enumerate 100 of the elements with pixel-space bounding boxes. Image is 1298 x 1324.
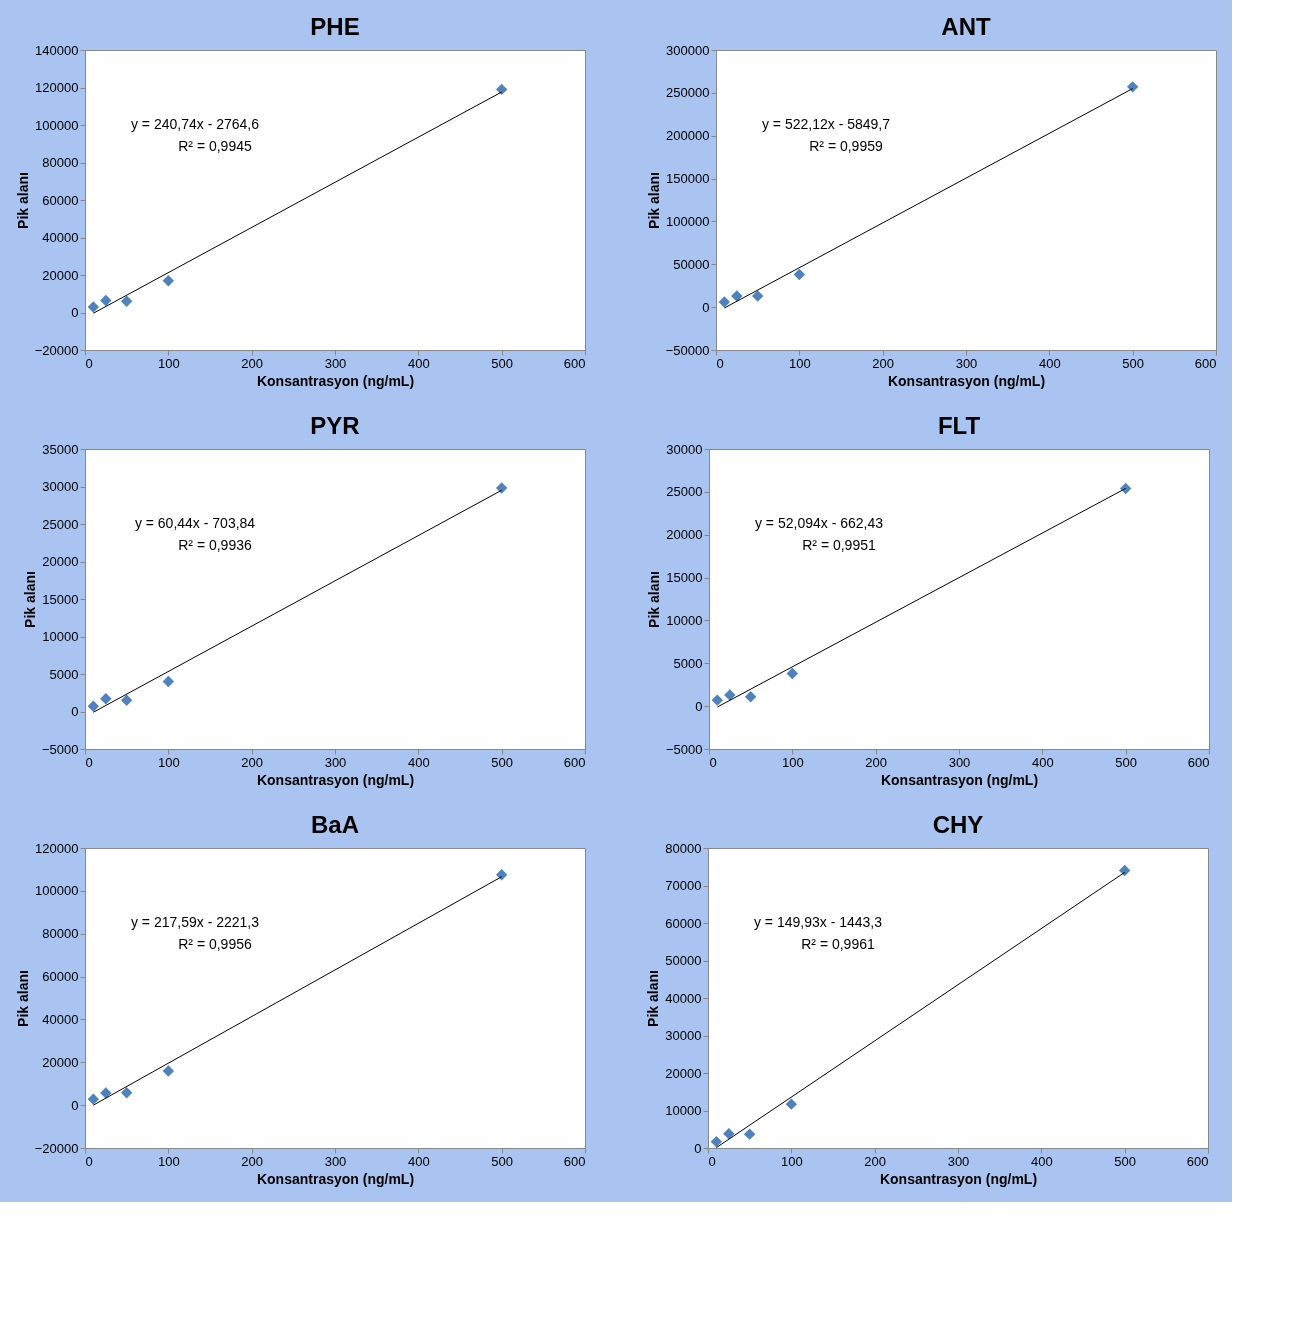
y-tick-label: 20000	[42, 554, 79, 569]
y-tick-label: 25000	[42, 516, 79, 532]
point	[711, 694, 724, 706]
x-tick-label: 300	[947, 1153, 970, 1169]
point	[495, 869, 508, 881]
y-tick-label: 70000	[665, 878, 702, 893]
x-tick-label: 100	[781, 754, 804, 770]
y-tick-label: 0	[695, 698, 703, 714]
y-tick-label: −50000	[665, 342, 710, 358]
y-tick-label: 60000	[665, 915, 702, 931]
y-axis-title: Pik alanı	[21, 571, 38, 628]
y-tick-label: 10000	[42, 629, 79, 644]
y-tick-label: 0	[694, 1140, 702, 1156]
annotation: R² = 0,9936	[178, 537, 252, 553]
x-tick-label: 500	[491, 355, 514, 371]
y-tick-label: 0	[702, 299, 710, 315]
y-axis-title: Pik alanı	[645, 970, 662, 1027]
point	[162, 275, 175, 287]
y-tick-label: 300000	[666, 42, 710, 58]
y-axis-title: Pik alanı	[14, 970, 31, 1027]
x-tick-label: 600	[1187, 754, 1210, 770]
y-tick-label: 50000	[673, 256, 710, 272]
x-axis-title: Konsantrasyon (ng/mL)	[256, 372, 415, 389]
annotation: R² = 0,9945	[178, 138, 252, 154]
y-tick-label: 60000	[42, 192, 79, 208]
x-axis-title: Konsantrasyon (ng/mL)	[880, 771, 1039, 788]
x-tick-label: 600	[563, 754, 586, 770]
point	[718, 296, 731, 308]
point	[751, 290, 764, 302]
y-tick-label: 20000	[666, 527, 703, 543]
x-tick-label: 0	[716, 355, 724, 371]
x-tick-label: 300	[324, 754, 347, 770]
point	[120, 295, 133, 307]
point	[162, 675, 175, 688]
x-tick-label: 500	[491, 1153, 514, 1169]
y-tick-label: 50000	[665, 953, 702, 968]
y-tick-label: 30000	[665, 1028, 702, 1043]
x-tick-label: 600	[1194, 355, 1217, 371]
x-tick-label: 100	[157, 754, 180, 770]
x-axis-title: Konsantrasyon (ng/mL)	[256, 771, 415, 788]
x-tick-label: 600	[1186, 1153, 1209, 1169]
annotation: R² = 0,9951	[802, 537, 876, 553]
annotation: y = 240,74x - 2764,6	[130, 116, 260, 132]
x-tick-label: 500	[1115, 754, 1138, 770]
annotation: R² = 0,9956	[178, 936, 252, 952]
y-tick-label: 80000	[42, 926, 79, 942]
point	[87, 301, 100, 313]
x-tick-label: 200	[241, 754, 264, 770]
y-tick-label: 0	[71, 1097, 79, 1113]
y-tick-label: 150000	[666, 171, 710, 187]
x-tick-label: 400	[407, 754, 430, 770]
y-tick-label: 100000	[35, 117, 79, 133]
y-tick-label: −5000	[41, 741, 79, 757]
point	[710, 1135, 723, 1148]
y-tick-label: −20000	[34, 1140, 79, 1156]
y-tick-label: 0	[71, 704, 79, 719]
point	[87, 1093, 100, 1105]
x-tick-label: 100	[788, 355, 811, 371]
y-tick-label: 120000	[35, 840, 79, 856]
annotation: y = 52,094x - 662,43	[754, 515, 884, 531]
x-tick-label: 300	[324, 1153, 347, 1169]
y-tick-label: 80000	[42, 155, 79, 170]
y-tick-label: 200000	[666, 128, 710, 144]
x-tick-label: 0	[85, 1153, 93, 1169]
y-tick-label: 30000	[666, 441, 703, 457]
y-tick-label: 60000	[42, 969, 79, 985]
y-tick-label: 40000	[42, 1011, 79, 1027]
y-tick-label: −5000	[665, 741, 703, 757]
x-tick-label: 600	[563, 355, 586, 371]
x-tick-label: 300	[324, 355, 347, 371]
x-axis-title: Konsantrasyon (ng/mL)	[887, 372, 1046, 389]
x-tick-label: 600	[563, 1153, 586, 1169]
y-tick-label: 35000	[42, 441, 79, 457]
x-tick-label: 300	[955, 355, 978, 371]
y-tick-label: 120000	[35, 80, 79, 95]
y-tick-label: 140000	[35, 42, 79, 58]
y-tick-label: 20000	[665, 1065, 702, 1081]
point	[100, 294, 112, 307]
x-tick-label: 200	[241, 1153, 264, 1169]
x-tick-label: 400	[1038, 355, 1061, 371]
x-tick-label: 400	[1031, 754, 1054, 770]
y-tick-label: 5000	[49, 666, 79, 682]
annotation: y = 60,44x - 703,84	[134, 515, 256, 531]
annotation: R² = 0,9961	[801, 936, 875, 952]
y-axis-title: Pik alanı	[14, 172, 31, 229]
point	[724, 689, 736, 701]
y-tick-label: 40000	[42, 230, 79, 245]
annotation: y = 217,59x - 2221,3	[130, 914, 260, 930]
y-tick-label: 10000	[665, 1103, 702, 1118]
x-tick-label: 400	[407, 1153, 430, 1169]
x-tick-label: 0	[85, 355, 93, 371]
point	[495, 482, 508, 494]
y-axis-title: Pik alanı	[645, 571, 662, 628]
x-tick-label: 400	[1030, 1153, 1053, 1169]
y-tick-label: 20000	[42, 1054, 79, 1070]
y-tick-label: 10000	[666, 612, 703, 628]
point	[744, 691, 757, 703]
chart-title: PHE	[310, 13, 360, 40]
annotation: R² = 0,9959	[809, 138, 883, 154]
y-tick-label: 5000	[673, 655, 703, 671]
